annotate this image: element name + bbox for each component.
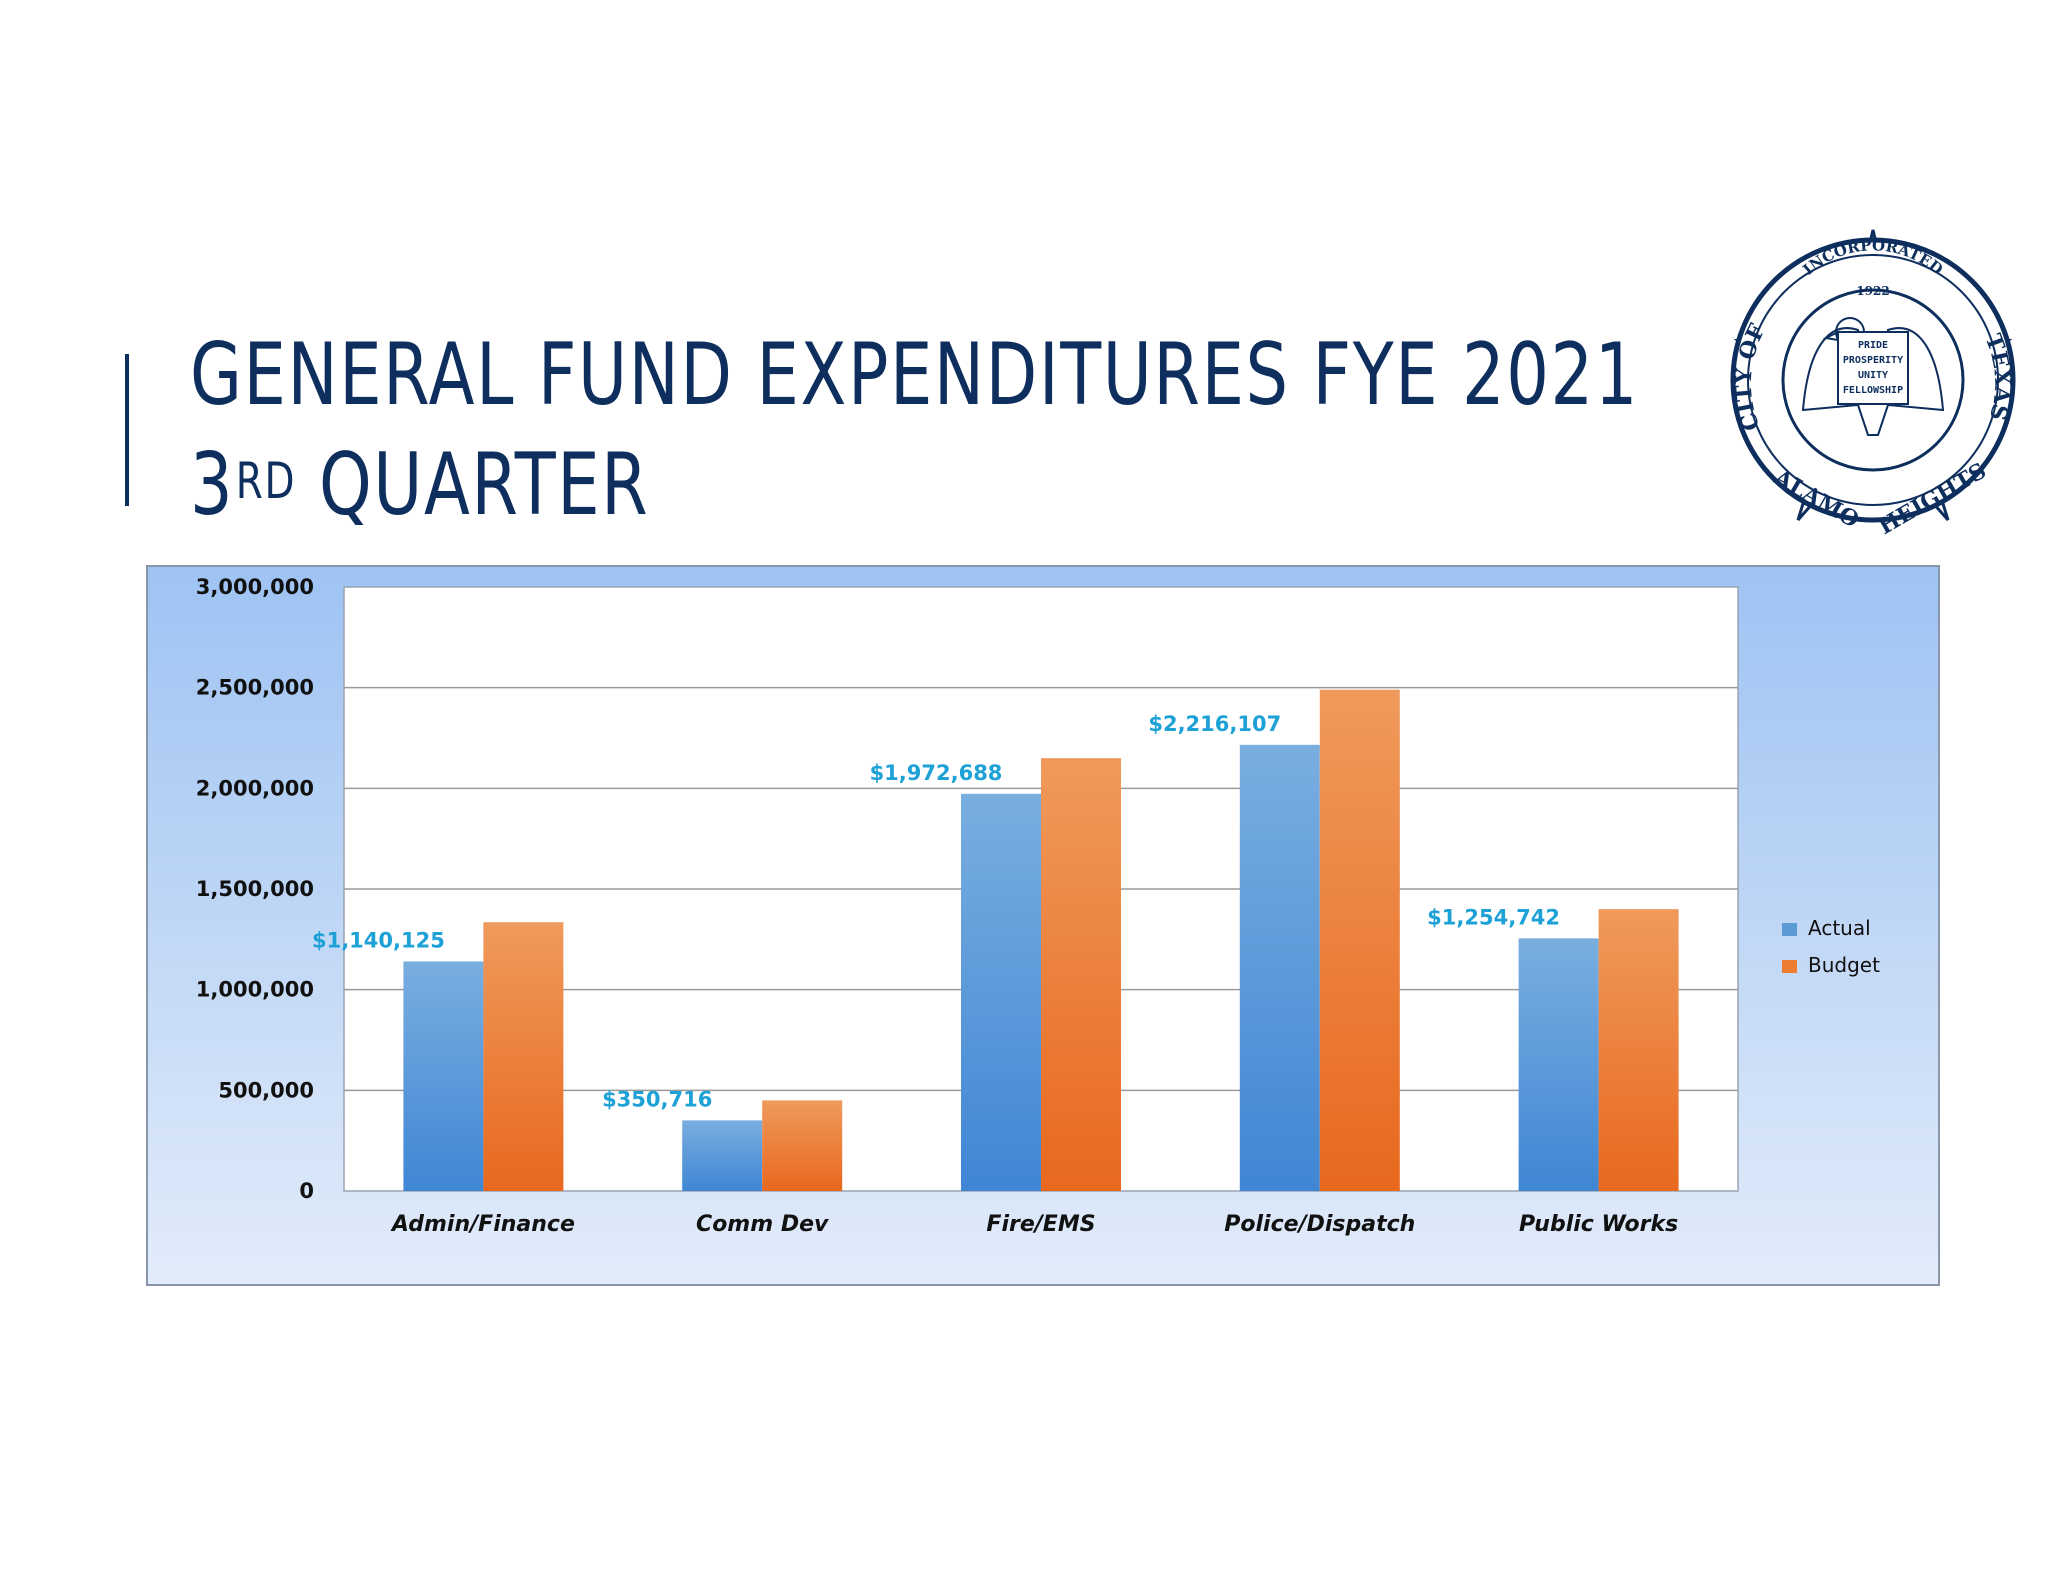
bar-actual — [1518, 938, 1599, 1191]
bar-budget — [762, 1100, 843, 1191]
title-quarter-word: QUARTER — [318, 435, 650, 535]
title-ordinal-number: 3 — [190, 435, 235, 535]
title-line-1: GENERAL FUND EXPENDITURES FYE 2021 — [190, 325, 1640, 425]
title-line-2: 3RD QUARTER — [190, 435, 649, 535]
y-tick-label: 1,500,000 — [196, 877, 314, 901]
data-label: $1,972,688 — [870, 761, 1003, 785]
legend-label: Actual — [1808, 916, 1871, 940]
bar-budget — [483, 922, 564, 1191]
slide-title: GENERAL FUND EXPENDITURES FYE 2021 3RD Q… — [190, 320, 1639, 540]
y-tick-label: 2,000,000 — [196, 776, 314, 800]
bar-actual — [961, 793, 1041, 1191]
x-category-label: Public Works — [1519, 1212, 1678, 1237]
x-category-label: Police/Dispatch — [1224, 1212, 1415, 1237]
bar-budget — [1041, 758, 1121, 1191]
y-tick-label: 3,000,000 — [196, 575, 314, 599]
data-label: $1,140,125 — [312, 928, 445, 952]
data-label: $350,716 — [602, 1087, 712, 1111]
legend-swatch-actual — [1782, 923, 1797, 936]
y-tick-label: 500,000 — [218, 1078, 314, 1102]
y-tick-label: 1,000,000 — [196, 978, 314, 1002]
bar-actual — [1239, 744, 1320, 1191]
title-accent-bar — [125, 354, 129, 506]
svg-text:1922: 1922 — [1856, 284, 1889, 298]
svg-text:FELLOWSHIP: FELLOWSHIP — [1843, 385, 1903, 396]
data-label: $1,254,742 — [1427, 905, 1560, 929]
bar-actual — [682, 1120, 763, 1191]
bar-budget — [1319, 689, 1400, 1191]
svg-text:UNITY: UNITY — [1858, 370, 1888, 381]
y-tick-label: 2,500,000 — [196, 676, 314, 700]
bar-actual — [403, 961, 484, 1191]
x-category-label: Comm Dev — [696, 1212, 829, 1237]
legend-label: Budget — [1808, 953, 1880, 977]
data-label: $2,216,107 — [1148, 712, 1281, 736]
legend-swatch-budget — [1782, 960, 1797, 973]
city-seal-logo: INCORPORATED 1922 CITY OF TEXAS ALAMO HE… — [1730, 229, 2016, 540]
x-category-label: Fire/EMS — [986, 1212, 1095, 1237]
bar-budget — [1598, 909, 1679, 1191]
expenditures-bar-chart: 0 500,000 1,000,000 1,500,000 2,000,000 2,500… — [196, 575, 1880, 1237]
y-tick-label: 0 — [299, 1179, 314, 1203]
title-ordinal-suffix: RD — [235, 452, 297, 510]
svg-text:PROSPERITY: PROSPERITY — [1843, 355, 1903, 366]
x-category-label: Admin/Finance — [390, 1212, 575, 1237]
svg-text:PRIDE: PRIDE — [1858, 340, 1888, 351]
